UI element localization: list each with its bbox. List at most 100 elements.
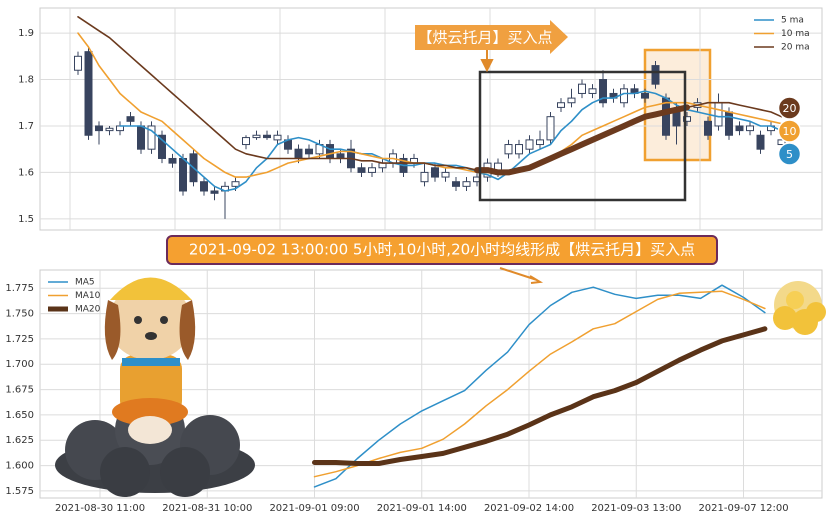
candle-body (714, 102, 723, 127)
candle-body (704, 120, 712, 136)
candle-body (599, 79, 607, 104)
y-tick-label: 1.725 (5, 334, 34, 345)
candle-body (536, 139, 544, 146)
y-tick-label: 1.6 (18, 167, 34, 178)
candle-body (84, 51, 93, 136)
x-tick-label: 2021-08-31 10:00 (162, 503, 252, 514)
candle-body (263, 134, 271, 139)
candle-body (546, 116, 555, 141)
y-tick-label: 1.625 (5, 435, 34, 446)
plot-frame (39, 269, 823, 499)
candle-body (420, 171, 429, 183)
labels: 【烘云托月】买入点 2021-09-02 13:00:00 5小时,10小时,2… (189, 29, 695, 259)
dog (104, 277, 196, 444)
candle-body (252, 134, 261, 139)
candle-body (357, 167, 366, 173)
candle-body (200, 181, 208, 192)
candle-body (305, 148, 313, 155)
y-tick-label: 1.5 (18, 214, 34, 225)
candle-body (756, 134, 765, 150)
end-badge (777, 96, 802, 120)
y-tick-label: 1.675 (5, 385, 34, 396)
ma-line (312, 326, 768, 466)
candle-body (210, 190, 219, 194)
end-badge-label: 20 (783, 102, 797, 115)
candle-body (231, 181, 240, 187)
candle-body (294, 148, 303, 159)
candle-body (620, 88, 628, 104)
legend-label: MA20 (75, 305, 101, 315)
candle-body (777, 139, 786, 146)
y-tick-label: 1.750 (5, 309, 34, 320)
candle-body (672, 111, 681, 127)
decoration (55, 20, 826, 497)
legend-label: 5 ma (781, 16, 804, 26)
x-tick-label: 2021-09-03 13:00 (591, 503, 681, 514)
candle-body (746, 125, 754, 132)
candle-body (504, 144, 513, 155)
x-tick-label: 2021-09-02 14:00 (484, 503, 574, 514)
candle-body (735, 125, 744, 132)
candle-body (441, 171, 450, 178)
y-tick-label: 1.775 (5, 283, 34, 294)
end-badge (777, 142, 802, 166)
moon (773, 281, 826, 335)
end-badge (777, 119, 802, 143)
end-badge-label: 5 (786, 148, 793, 161)
banner (166, 235, 718, 265)
candle-body (105, 127, 114, 132)
legend-label: 10 ma (781, 29, 810, 39)
x-tick-label: 2021-09-01 09:00 (269, 503, 359, 514)
candle-body (683, 116, 691, 122)
y-tick-label: 1.600 (5, 461, 34, 472)
candle-body (147, 125, 156, 150)
x-tick-label: 2021-09-01 14:00 (377, 503, 467, 514)
candle-body (462, 181, 471, 187)
y-tick-label: 1.9 (18, 28, 34, 39)
candle-body (578, 83, 586, 94)
candle-body (242, 137, 250, 146)
ma-line (119, 90, 783, 192)
candle-body (431, 167, 439, 178)
legend-label: 20 ma (781, 43, 810, 53)
candle-body (651, 65, 660, 85)
y-tick-label: 1.7 (18, 121, 34, 132)
candle-body (567, 97, 576, 104)
y-tick-label: 1.8 (18, 75, 34, 86)
candle-body (168, 157, 177, 164)
candle-body (641, 92, 649, 99)
legend-label: MA10 (75, 291, 101, 301)
x-tick-label: 2021-08-30 11:00 (55, 503, 145, 514)
candle-body (525, 139, 534, 150)
x-tick-label: 2021-09-07 12:00 (698, 503, 788, 514)
y-tick-label: 1.575 (5, 486, 34, 497)
candle-body (158, 134, 166, 159)
candle-body (95, 125, 103, 132)
ma-line (313, 290, 766, 478)
banner-text: 2021-09-02 13:00:00 5小时,10小时,20小时均线形成【烘云… (189, 241, 695, 259)
y-tick-label: 1.700 (5, 359, 34, 370)
annotation: 【烘云托月】买入点 (417, 29, 552, 47)
candle-body (368, 167, 376, 173)
candle-body (126, 116, 135, 122)
y-tick-label: 1.650 (5, 410, 34, 421)
candle-body (515, 144, 523, 155)
ma-line (313, 284, 766, 488)
candle-body (137, 125, 145, 150)
candle-body (725, 111, 733, 136)
candle-body (588, 88, 597, 94)
pointer (480, 50, 494, 73)
plot-frame (39, 7, 823, 231)
annotation-arrow (415, 20, 568, 54)
signal-box (478, 70, 687, 202)
highlight-line (474, 104, 690, 176)
bottom-panel (39, 269, 823, 499)
candle-body (74, 55, 82, 71)
candle-body (179, 157, 187, 192)
end-badge-label: 10 (783, 125, 797, 138)
legend-label: MA5 (75, 278, 95, 288)
candle-body (452, 181, 460, 187)
candle-body (326, 144, 334, 159)
candle-body (273, 134, 282, 141)
